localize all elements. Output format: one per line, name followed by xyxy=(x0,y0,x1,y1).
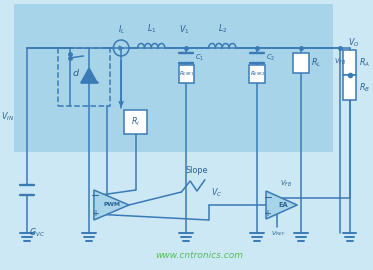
Text: $V_{IN}$: $V_{IN}$ xyxy=(1,111,14,123)
Text: $C_1$: $C_1$ xyxy=(195,53,204,63)
FancyBboxPatch shape xyxy=(179,65,194,83)
FancyBboxPatch shape xyxy=(343,75,357,100)
Text: $I_L$: $I_L$ xyxy=(117,23,125,36)
FancyBboxPatch shape xyxy=(293,53,309,73)
Bar xyxy=(14,4,333,152)
Text: $R_B$: $R_B$ xyxy=(359,82,370,94)
Text: $V_C$: $V_C$ xyxy=(211,187,222,199)
Text: $R_i$: $R_i$ xyxy=(131,116,140,128)
Text: $V_O$: $V_O$ xyxy=(348,37,359,49)
FancyBboxPatch shape xyxy=(124,110,147,134)
Polygon shape xyxy=(266,191,297,219)
Text: EA: EA xyxy=(279,202,288,208)
FancyBboxPatch shape xyxy=(343,50,357,75)
Text: $R_L$: $R_L$ xyxy=(311,57,321,69)
Text: +: + xyxy=(264,208,272,218)
Polygon shape xyxy=(94,190,129,220)
Text: $L_1$: $L_1$ xyxy=(147,22,156,35)
Text: $R_A$: $R_A$ xyxy=(359,57,370,69)
Text: $R_{ESR1}$: $R_{ESR1}$ xyxy=(179,70,194,79)
Text: $R_{ESR2}$: $R_{ESR2}$ xyxy=(250,70,265,79)
Text: $V_{REF}$: $V_{REF}$ xyxy=(271,229,286,238)
Text: www.cntronics.com: www.cntronics.com xyxy=(155,251,243,259)
Text: Slope: Slope xyxy=(186,166,208,175)
Text: +: + xyxy=(92,210,100,218)
Text: PWM: PWM xyxy=(104,202,121,208)
Text: $G_{VC}$: $G_{VC}$ xyxy=(29,227,44,239)
Text: d: d xyxy=(72,69,78,77)
Text: $V_{FB}$: $V_{FB}$ xyxy=(280,179,292,189)
Text: $V_{FB}$: $V_{FB}$ xyxy=(334,57,346,67)
Text: $C_2$: $C_2$ xyxy=(266,53,275,63)
Text: $V_1$: $V_1$ xyxy=(179,23,189,36)
Polygon shape xyxy=(81,68,97,82)
Text: −: − xyxy=(91,191,100,201)
FancyBboxPatch shape xyxy=(250,65,265,83)
Text: $L_2$: $L_2$ xyxy=(217,22,227,35)
Text: −: − xyxy=(263,193,273,203)
